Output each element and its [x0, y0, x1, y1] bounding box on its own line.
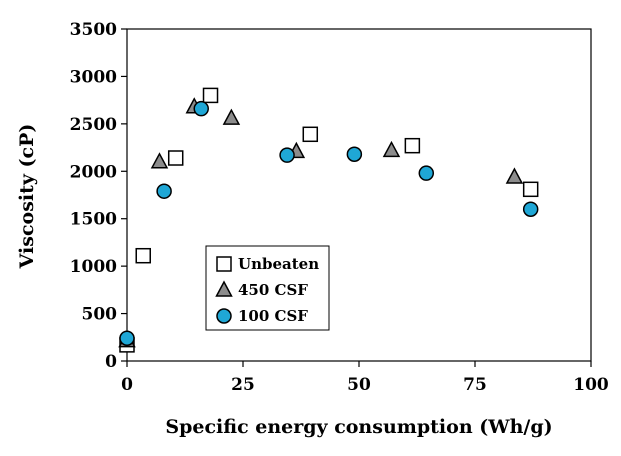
- y-axis-ticks: 0 500 1000 1500 2000 2500 3000 3500: [70, 20, 127, 372]
- y-axis-title: Viscosity (cP): [16, 124, 38, 270]
- plot-area-frame: [126, 28, 592, 362]
- y-tick-label: 0: [105, 352, 117, 372]
- x-tick-label: 25: [231, 375, 255, 395]
- y-tick-label: 500: [82, 305, 118, 325]
- square-marker: [404, 137, 421, 154]
- triangle-marker: [505, 167, 524, 184]
- triangle-marker: [222, 108, 241, 125]
- triangle-marker: [150, 152, 169, 169]
- circle-marker: [346, 146, 363, 162]
- circle-marker: [418, 165, 435, 181]
- legend-square-marker: [216, 256, 232, 272]
- x-axis-title: Specific energy consumption (Wh/g): [165, 416, 552, 438]
- data-points: [118, 87, 539, 353]
- square-marker: [202, 87, 219, 104]
- y-tick-label: 2000: [70, 162, 117, 182]
- circle-marker: [279, 147, 295, 163]
- y-tick-label: 1000: [70, 257, 117, 277]
- circle-marker: [193, 100, 209, 117]
- series-100-csf: [119, 100, 539, 346]
- triangle-marker: [382, 140, 401, 158]
- legend-label: 450 CSF: [238, 281, 308, 299]
- square-marker: [135, 247, 151, 264]
- x-tick-label: 100: [573, 375, 609, 395]
- circle-marker: [156, 183, 172, 199]
- legend: Unbeaten 450 CSF 100 CSF: [205, 245, 330, 331]
- x-tick-label: 0: [121, 375, 133, 395]
- square-marker: [302, 126, 319, 143]
- x-tick-label: 75: [463, 375, 487, 395]
- legend-triangle-marker: [215, 280, 233, 297]
- y-tick-label: 3000: [70, 67, 117, 87]
- circle-marker: [522, 201, 539, 217]
- square-marker: [167, 150, 184, 166]
- square-marker: [522, 181, 539, 198]
- legend-circle-marker: [216, 308, 232, 324]
- x-axis-ticks: 0 25 50 75 100: [121, 361, 609, 395]
- x-tick-label: 50: [347, 375, 371, 395]
- legend-label: 100 CSF: [238, 307, 308, 325]
- legend-label: Unbeaten: [238, 255, 319, 273]
- legend-items: Unbeaten 450 CSF 100 CSF: [215, 255, 319, 325]
- y-tick-label: 1500: [70, 210, 117, 230]
- y-tick-label: 2500: [70, 115, 117, 135]
- y-tick-label: 3500: [70, 20, 117, 40]
- circle-marker: [119, 330, 135, 346]
